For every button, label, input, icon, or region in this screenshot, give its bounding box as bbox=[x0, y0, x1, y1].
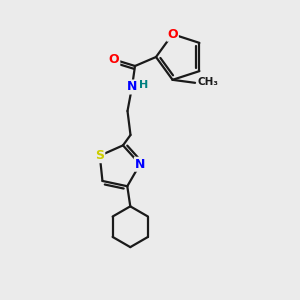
Text: H: H bbox=[139, 80, 148, 90]
Text: CH₃: CH₃ bbox=[197, 77, 218, 87]
Text: O: O bbox=[167, 28, 178, 41]
Text: N: N bbox=[135, 158, 145, 171]
Text: N: N bbox=[127, 80, 137, 94]
Text: O: O bbox=[109, 53, 119, 66]
Text: S: S bbox=[95, 149, 104, 162]
